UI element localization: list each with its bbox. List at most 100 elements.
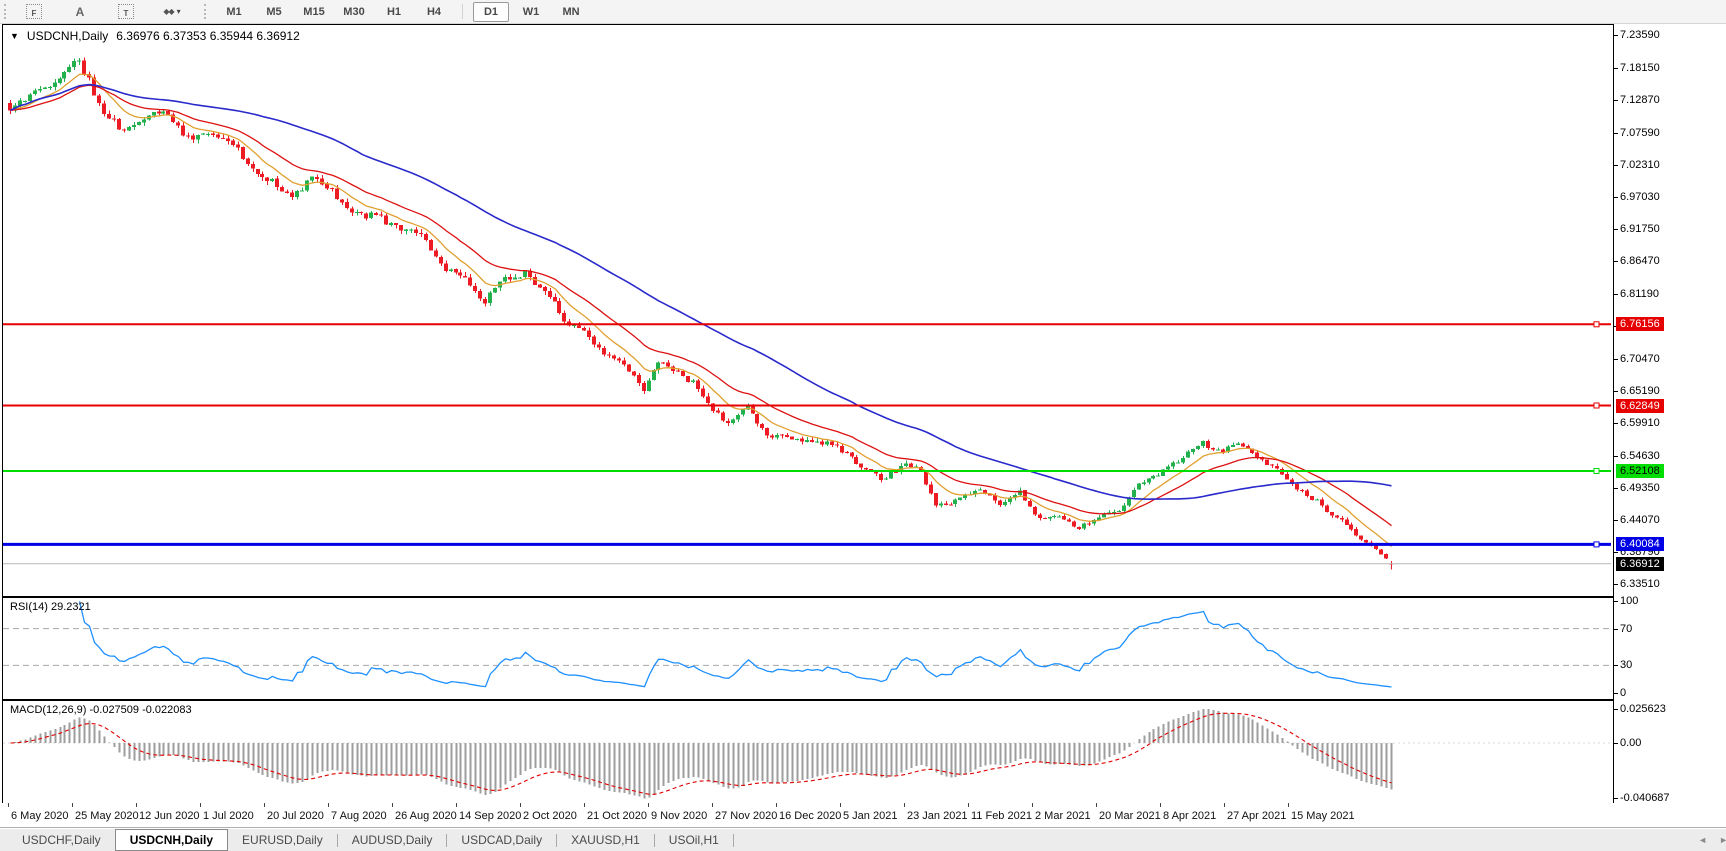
macd-tick-0.00-tick — [1613, 743, 1618, 744]
date-label: 7 Aug 2020 — [331, 810, 387, 822]
timeframe-button-d1[interactable]: D1 — [473, 1, 509, 22]
date-tick-mark — [200, 803, 201, 807]
timeframe-button-h4[interactable]: H4 — [426, 5, 442, 18]
price-tick-6.33510: 6.33510 — [1620, 578, 1660, 590]
current-price-label: 6.36912 — [1616, 557, 1664, 571]
fibonacci-retracement-icon: F — [26, 4, 42, 19]
date-label: 23 Jan 2021 — [907, 810, 968, 822]
macd-label: MACD(12,26,9) -0.027509 -0.022083 — [10, 704, 192, 716]
fibonacci-retracement-button[interactable]: F — [16, 2, 52, 22]
macd-panel[interactable]: MACD(12,26,9) -0.027509 -0.022083 — [2, 700, 1614, 805]
date-label: 27 Nov 2020 — [715, 810, 778, 822]
price-tick-6.97030: 6.97030 — [1620, 191, 1660, 203]
toolbar-grip-2[interactable] — [204, 4, 210, 19]
line-price-label-6.40084: 6.40084 — [1616, 537, 1664, 551]
date-label: 25 May 2020 — [75, 810, 139, 822]
macd-signal-line — [10, 712, 1392, 795]
timeframe-button-m30[interactable]: M30 — [343, 5, 365, 18]
tab-separator — [732, 833, 734, 847]
line-handle-6.62849[interactable] — [1593, 402, 1600, 409]
date-tick-mark — [520, 803, 521, 807]
date-tick-mark — [1288, 803, 1289, 807]
timeframe-button-mn[interactable]: MN — [562, 5, 580, 18]
line-handle-6.76156[interactable] — [1593, 321, 1600, 328]
tab-separator — [446, 833, 448, 847]
timeframe-button-h1[interactable]: H1 — [386, 5, 402, 18]
price-tick-6.86470-tick — [1613, 261, 1618, 262]
toolbar-grip[interactable] — [4, 4, 10, 19]
timeframe-button-m5[interactable]: M5 — [266, 5, 282, 18]
chart-menu-arrow-icon[interactable]: ▼ — [10, 31, 19, 41]
price-tick-6.44070: 6.44070 — [1620, 514, 1660, 526]
tab-eurusd-daily[interactable]: EURUSD,Daily — [242, 833, 323, 847]
rsi-tick-100-tick — [1613, 601, 1618, 602]
line-handle-6.52108[interactable] — [1593, 468, 1600, 474]
tab-scroll-left-button[interactable]: ◄ — [1698, 835, 1708, 845]
rsi-tick-0-tick — [1613, 693, 1618, 694]
date-label: 27 Apr 2021 — [1227, 810, 1287, 822]
arrow-objects-button[interactable]: ◆◆ ▾ — [154, 2, 190, 22]
ma-fast-line — [10, 73, 1392, 547]
rsi-panel[interactable]: RSI(14) 29.2321 — [2, 597, 1614, 700]
macd-plot[interactable] — [3, 701, 1611, 802]
date-tick-mark — [456, 803, 457, 807]
timeframe-button-w1[interactable]: W1 — [522, 5, 540, 18]
date-tick-mark — [968, 803, 969, 807]
price-tick-6.49350-tick — [1613, 488, 1618, 489]
text-annotation-icon: A — [75, 4, 85, 19]
price-tick-6.86470: 6.86470 — [1620, 255, 1660, 267]
date-tick-mark — [328, 803, 329, 807]
tab-separator — [556, 833, 558, 847]
date-tick-mark — [840, 803, 841, 807]
rsi-plot[interactable] — [3, 598, 1611, 697]
candlestick-chart[interactable] — [3, 25, 1611, 594]
tab-usdchf-daily[interactable]: USDCHF,Daily — [22, 833, 101, 847]
macd-tick--0.040687-tick — [1613, 798, 1618, 799]
price-tick-6.70470: 6.70470 — [1620, 353, 1660, 365]
main-chart-panel[interactable]: ▼ USDCNH,Daily 6.36976 6.37353 6.35944 6… — [2, 24, 1614, 597]
line-price-label-6.76156: 6.76156 — [1616, 317, 1664, 331]
date-tick-mark — [1096, 803, 1097, 807]
tab-audusd-daily[interactable]: AUDUSD,Daily — [351, 833, 433, 847]
tab-usdcad-daily[interactable]: USDCAD,Daily — [461, 833, 543, 847]
price-tick-6.59910-tick — [1613, 423, 1618, 424]
arrow-objects-icon: ◆◆ — [163, 7, 174, 16]
tab-usoil-h1[interactable]: USOil,H1 — [668, 833, 719, 847]
tab-scroll-right-button[interactable]: ► — [1719, 835, 1726, 845]
date-label: 21 Oct 2020 — [587, 810, 647, 822]
rsi-tick-30: 30 — [1620, 659, 1633, 671]
date-axis[interactable]: 6 May 2020 25 May 2020 12 Jun 2020 1 Jul 20… — [2, 803, 1716, 827]
date-tick-mark — [264, 803, 265, 807]
rsi-tick-30-tick — [1613, 665, 1618, 666]
price-tick-6.59910: 6.59910 — [1620, 417, 1660, 429]
timeframe-button-m1[interactable]: M1 — [226, 5, 242, 18]
rsi-tick-70-tick — [1613, 629, 1618, 630]
price-tick-7.12870: 7.12870 — [1620, 94, 1660, 106]
price-tick-6.65190-tick — [1613, 391, 1618, 392]
text-label-icon: T — [118, 4, 134, 19]
price-tick-6.91750: 6.91750 — [1620, 223, 1660, 235]
tab-xauusd-h1[interactable]: XAUUSD,H1 — [571, 833, 640, 847]
ma-slow-line — [10, 83, 1392, 501]
chevron-down-icon[interactable]: ▾ — [176, 7, 181, 16]
text-label-button[interactable]: T — [108, 2, 144, 22]
macd-values: -0.027509 -0.022083 — [89, 704, 192, 716]
rsi-value: 29.2321 — [50, 601, 91, 613]
macd-tick-0.025623-tick — [1613, 709, 1618, 710]
date-tick-mark — [904, 803, 905, 807]
chart-tab-bar: USDCHF,Daily USDCNH,Daily EURUSD,Daily AUDU… — [0, 827, 1726, 851]
price-tick-6.65190: 6.65190 — [1620, 385, 1660, 397]
tab-separator — [336, 833, 338, 847]
price-tick-6.70470-tick — [1613, 359, 1618, 360]
text-annotation-button[interactable]: A — [62, 2, 98, 22]
line-handle-6.40084[interactable] — [1593, 541, 1600, 548]
date-label: 12 Jun 2020 — [139, 810, 200, 822]
rsi-label: RSI(14) 29.2321 — [10, 601, 91, 613]
price-tick-6.49350: 6.49350 — [1620, 482, 1660, 494]
line-price-label-6.52108: 6.52108 — [1616, 464, 1664, 478]
tab-usdcnh-daily[interactable]: USDCNH,Daily — [114, 829, 229, 851]
price-tick-6.54630: 6.54630 — [1620, 450, 1660, 462]
date-tick-mark — [1160, 803, 1161, 807]
rsi-tick-0: 0 — [1620, 687, 1627, 699]
timeframe-button-m15[interactable]: M15 — [303, 5, 325, 18]
